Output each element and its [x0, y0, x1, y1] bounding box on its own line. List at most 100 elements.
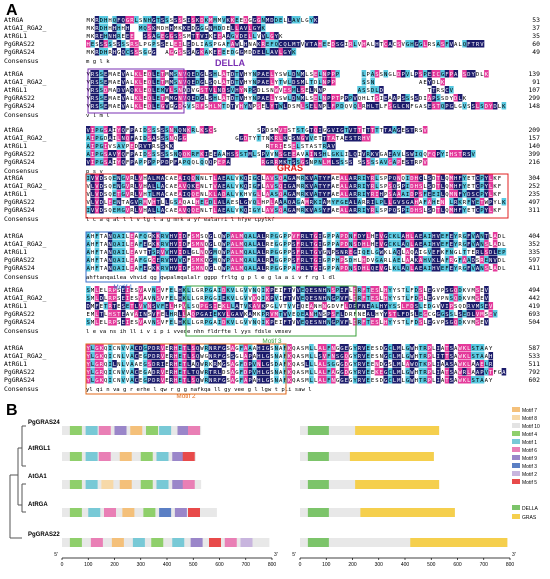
residue: N [270, 88, 273, 94]
residue: H [244, 72, 247, 78]
residue-shade [418, 40, 424, 48]
alignment-row: PgGRAS22 E M L T L H S T E A V A I N S V F E L H R L L A Q P G A I E K V… [4, 310, 540, 318]
residue-shade [90, 78, 95, 86]
residue-shade [300, 70, 305, 78]
alignment-block: AtRGA M K R D H H Q F Q G R L S N H G T S S S S S S I S K D K M M M V K K E… [4, 16, 540, 65]
residue: E [218, 50, 222, 56]
residue: Q [143, 26, 147, 32]
residue: N [218, 88, 221, 94]
consensus-sequence: l e va ns ih ll i v i p i vveqe nhn fldr… [86, 329, 292, 335]
residue: S [135, 50, 138, 56]
residue-shade [444, 40, 450, 48]
residue: N [148, 304, 151, 310]
residue: Y [248, 72, 252, 78]
residue: S [397, 208, 400, 214]
residue-shade [129, 48, 135, 56]
sequence-name: PgGRAS24 [4, 48, 35, 56]
residue: Q [283, 42, 287, 48]
residue: V [297, 18, 301, 24]
residue: S [257, 152, 260, 158]
residue: S [157, 136, 160, 142]
residue-shade [103, 40, 109, 48]
residue: H [113, 26, 116, 32]
residue-shade [274, 16, 279, 24]
residue: C [113, 346, 116, 352]
residue: S [362, 88, 365, 94]
residue: C [279, 42, 282, 48]
residue-shade [186, 78, 192, 86]
residue: H [174, 370, 177, 376]
residue-shade [160, 40, 165, 48]
residue: S [209, 80, 212, 86]
residue-shade [191, 70, 196, 78]
residue-shade [221, 48, 227, 56]
residue: Y [310, 18, 314, 24]
residue: I [248, 184, 251, 190]
residue: C [393, 42, 396, 48]
residue-shade [195, 24, 200, 32]
residue: S [270, 346, 273, 352]
residue: S [227, 378, 230, 384]
residue: C [113, 370, 116, 376]
residue: I [183, 192, 186, 198]
residue: P [332, 72, 336, 78]
residue-shade [195, 48, 200, 56]
residue: P [152, 42, 156, 48]
consensus-sequence: v l m l [86, 113, 110, 119]
residue-shade [414, 70, 419, 78]
residue-shade [191, 78, 196, 86]
residue: S [100, 88, 103, 94]
residue: S [292, 104, 295, 110]
residue: S [257, 128, 260, 134]
residue: H [152, 200, 155, 206]
residue-count: 404 [528, 232, 540, 240]
sequence-name: AtRGL1 [4, 142, 27, 150]
residue: S [152, 250, 155, 256]
residue: L [262, 50, 266, 56]
residue: N [200, 176, 203, 182]
residue: S [415, 96, 418, 102]
residue-shade [129, 32, 135, 40]
residue: E [100, 34, 104, 40]
residue-shade [436, 70, 441, 78]
residue: S [275, 176, 278, 182]
residue-shade [94, 70, 100, 78]
residue: S [375, 288, 378, 294]
residue: S [170, 152, 173, 158]
residue: H [318, 304, 321, 310]
residue: G [248, 18, 252, 24]
residue: L [152, 80, 156, 86]
residue-shade [121, 86, 126, 94]
residue: P [367, 72, 371, 78]
residue: H [178, 288, 181, 294]
residue: E [423, 80, 427, 86]
residue-shade [112, 48, 117, 56]
residue: S [174, 200, 177, 206]
residue-shade [173, 40, 179, 48]
residue: S [270, 128, 273, 134]
residue: S [183, 34, 186, 40]
residue: S [410, 96, 413, 102]
residue: Y [275, 80, 279, 86]
residue: C [288, 136, 291, 142]
residue: H [454, 176, 457, 182]
residue: H [143, 176, 146, 182]
residue: S [192, 234, 195, 240]
residue-shade [269, 70, 275, 78]
sequence-name: PgGRAS24 [4, 206, 35, 214]
alignment-row: PgGRAS22 A I P G S A V Y Q F P A I D S S S S S S N Q Q K R F K I E E A A… [4, 150, 540, 158]
residue: P [213, 42, 217, 48]
residue: S [288, 88, 291, 94]
residue: S [367, 80, 370, 86]
residue: I [345, 152, 348, 158]
alignment-row: AtRGA A H F T A N Q A I L E A F Q G K K R V H V I D F S M S Q G L Q W P A L… [4, 232, 540, 240]
residue-shade [90, 40, 95, 48]
alignment-row: AtRGL1 V R S S D M A D V A Q K L E Q L E M V L S N D D V G S T V L N D S V… [4, 86, 540, 94]
sequence-name: PgGRAS24 [4, 318, 35, 326]
residue: M [87, 34, 91, 40]
residue: V [122, 72, 126, 78]
residue: L [283, 18, 287, 24]
residue-shade [107, 32, 113, 40]
residue-shade [269, 78, 275, 86]
residue-shade [230, 16, 235, 24]
